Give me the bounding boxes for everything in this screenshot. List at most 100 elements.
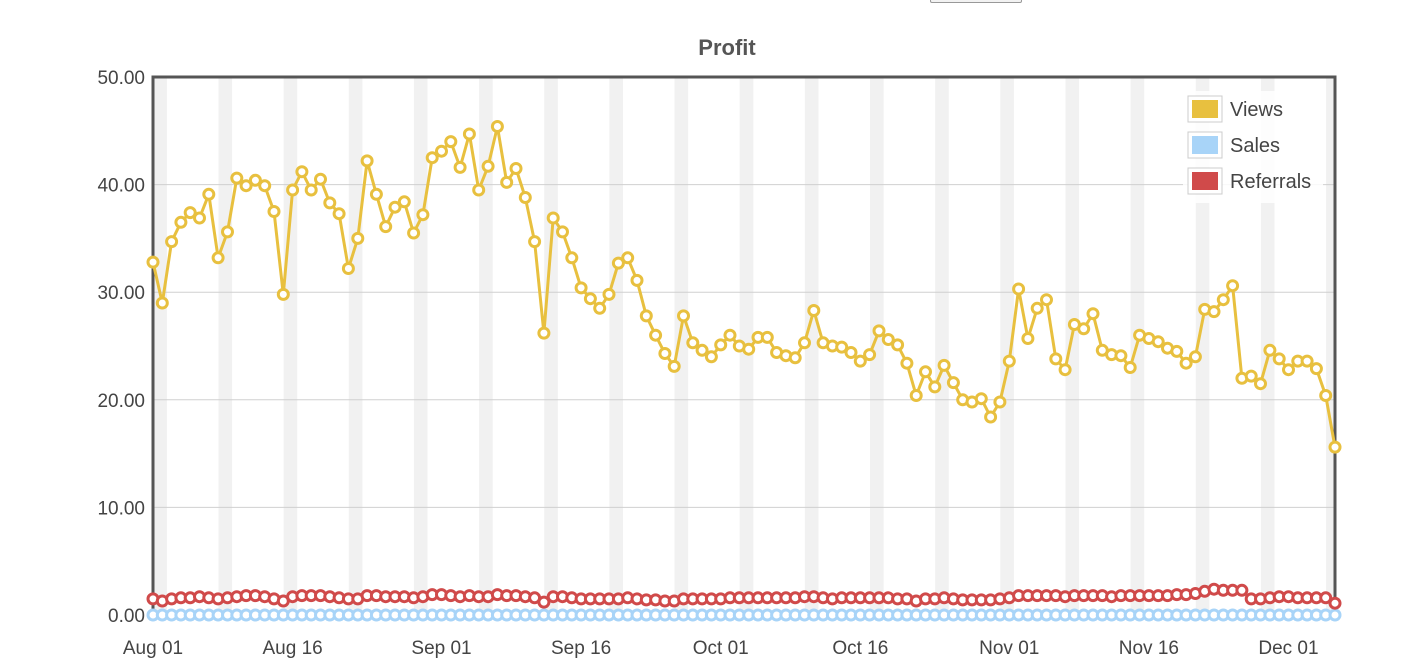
- views-point[interactable]: [937, 358, 951, 372]
- views-point[interactable]: [583, 292, 597, 306]
- views-point[interactable]: [835, 340, 849, 354]
- views-point[interactable]: [742, 342, 756, 356]
- views-point[interactable]: [1216, 293, 1230, 307]
- views-point[interactable]: [928, 380, 942, 394]
- views-point[interactable]: [1300, 354, 1314, 368]
- views-point[interactable]: [1151, 335, 1165, 349]
- views-point[interactable]: [853, 354, 867, 368]
- views-point[interactable]: [509, 162, 523, 175]
- views-point[interactable]: [993, 395, 1007, 409]
- views-point[interactable]: [518, 191, 532, 204]
- views-point[interactable]: [379, 220, 393, 234]
- views-point[interactable]: [1254, 377, 1267, 391]
- views-point[interactable]: [714, 338, 728, 352]
- views-point[interactable]: [1272, 352, 1286, 366]
- views-point[interactable]: [1282, 363, 1295, 377]
- referrals-point[interactable]: [1319, 591, 1333, 605]
- views-point[interactable]: [165, 235, 179, 249]
- views-point[interactable]: [360, 154, 374, 168]
- views-point[interactable]: [304, 183, 318, 197]
- views-point[interactable]: [351, 231, 365, 245]
- views-point[interactable]: [1114, 349, 1128, 363]
- views-point[interactable]: [649, 328, 663, 342]
- views-point[interactable]: [1263, 343, 1277, 357]
- views-point[interactable]: [248, 173, 262, 187]
- views-point[interactable]: [565, 251, 579, 265]
- views-point[interactable]: [397, 195, 411, 209]
- views-point[interactable]: [556, 225, 569, 239]
- views-point[interactable]: [416, 208, 430, 222]
- referrals-point[interactable]: [1328, 596, 1342, 610]
- views-point[interactable]: [667, 359, 681, 373]
- views-point[interactable]: [481, 159, 495, 173]
- views-point[interactable]: [788, 351, 802, 365]
- views-point[interactable]: [462, 127, 476, 141]
- views-point[interactable]: [388, 200, 402, 214]
- views-point[interactable]: [1002, 354, 1016, 368]
- views-point[interactable]: [453, 160, 467, 174]
- views-point[interactable]: [630, 273, 644, 287]
- views-point[interactable]: [602, 287, 616, 301]
- views-point[interactable]: [239, 179, 253, 193]
- views-point[interactable]: [1077, 322, 1091, 336]
- views-point[interactable]: [611, 256, 625, 270]
- views-point[interactable]: [798, 336, 811, 350]
- views-point[interactable]: [472, 183, 486, 197]
- views-point[interactable]: [1179, 356, 1193, 370]
- legend-item-referrals[interactable]: Referrals: [1187, 167, 1311, 195]
- views-point[interactable]: [686, 336, 700, 350]
- views-point[interactable]: [174, 215, 188, 229]
- views-point[interactable]: [1058, 363, 1072, 377]
- views-point[interactable]: [425, 151, 439, 165]
- views-point[interactable]: [677, 309, 690, 323]
- views-point[interactable]: [295, 165, 309, 179]
- views-point[interactable]: [546, 211, 560, 225]
- sales-point[interactable]: [1328, 608, 1342, 622]
- views-point[interactable]: [444, 135, 458, 149]
- views-point[interactable]: [946, 376, 960, 390]
- views-point[interactable]: [1040, 293, 1053, 307]
- views-point[interactable]: [1021, 332, 1035, 345]
- views-point[interactable]: [881, 333, 895, 346]
- views-point[interactable]: [974, 392, 988, 406]
- views-point[interactable]: [1319, 389, 1333, 402]
- views-point[interactable]: [593, 301, 607, 315]
- views-point[interactable]: [528, 235, 542, 249]
- views-point[interactable]: [900, 356, 914, 370]
- views-point[interactable]: [760, 330, 774, 344]
- views-point[interactable]: [1049, 352, 1063, 366]
- views-point[interactable]: [891, 338, 905, 352]
- views-point[interactable]: [407, 226, 421, 240]
- views-point[interactable]: [332, 207, 346, 221]
- views-point[interactable]: [323, 196, 337, 210]
- views-point[interactable]: [183, 206, 197, 220]
- views-point[interactable]: [1188, 350, 1202, 364]
- views-point[interactable]: [490, 120, 504, 133]
- legend-item-sales[interactable]: Sales: [1187, 131, 1280, 159]
- referrals-point[interactable]: [1235, 583, 1249, 597]
- views-point[interactable]: [537, 326, 551, 340]
- views-point[interactable]: [1170, 344, 1184, 358]
- views-point[interactable]: [909, 389, 923, 402]
- views-point[interactable]: [1309, 362, 1323, 376]
- views-point[interactable]: [435, 144, 448, 158]
- views-point[interactable]: [807, 304, 821, 317]
- views-point[interactable]: [863, 348, 877, 362]
- views-point[interactable]: [500, 175, 514, 189]
- views-point[interactable]: [704, 350, 718, 364]
- views-point[interactable]: [230, 171, 244, 185]
- views-point[interactable]: [202, 187, 216, 201]
- views-point[interactable]: [1328, 440, 1342, 454]
- views-point[interactable]: [286, 183, 300, 197]
- views-point[interactable]: [658, 347, 672, 360]
- views-point[interactable]: [276, 287, 290, 301]
- views-point[interactable]: [193, 211, 206, 225]
- views-point[interactable]: [314, 172, 327, 186]
- views-point[interactable]: [723, 328, 737, 342]
- views-point[interactable]: [621, 251, 635, 265]
- views-point[interactable]: [146, 255, 160, 269]
- legend-item-views[interactable]: Views: [1187, 95, 1283, 123]
- views-point[interactable]: [872, 324, 886, 338]
- views-point[interactable]: [341, 262, 355, 275]
- views-point[interactable]: [369, 187, 383, 201]
